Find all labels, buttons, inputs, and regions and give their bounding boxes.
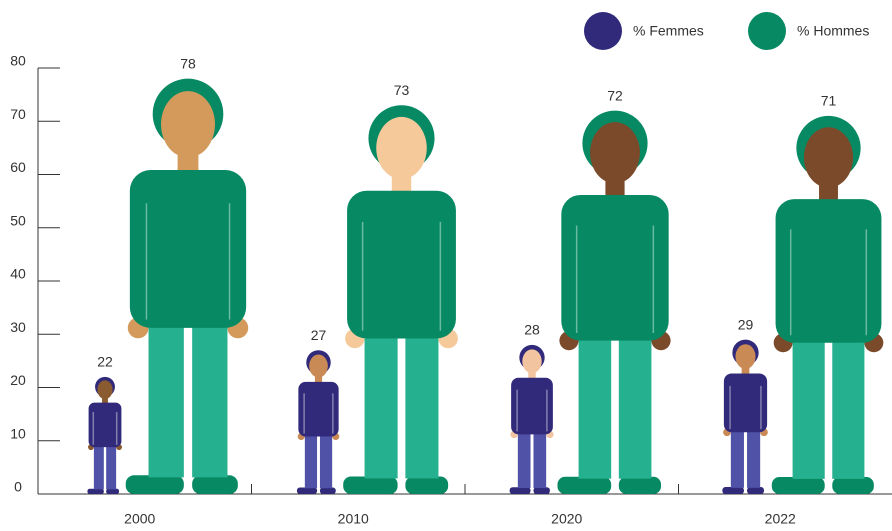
figure-part [309, 354, 328, 378]
figure-part [730, 426, 744, 488]
figure-femme [296, 350, 340, 494]
figure-part [832, 327, 865, 479]
figure-part [405, 476, 449, 494]
figure-part [161, 91, 215, 158]
figure-part [803, 127, 854, 188]
figure-part [298, 381, 339, 437]
value-label: 28 [524, 322, 540, 338]
figure-part [771, 476, 825, 494]
figure-homme [343, 105, 458, 494]
figure-part [509, 487, 531, 494]
figure-part [533, 428, 547, 489]
figure-homme [125, 78, 249, 494]
y-tick-label: 50 [10, 212, 26, 228]
figure-part [343, 476, 398, 494]
figure-part [735, 344, 756, 369]
figure-femme [722, 339, 768, 494]
figure-part [511, 377, 553, 435]
figure-part [741, 365, 750, 377]
figure-part [590, 122, 640, 184]
y-tick-label: 10 [10, 425, 26, 441]
value-label: 29 [738, 316, 754, 332]
figure-part [102, 396, 108, 405]
value-label: 71 [821, 93, 837, 109]
legend-swatch [584, 12, 622, 50]
x-tick-label: 2020 [551, 511, 582, 527]
value-label: 73 [394, 82, 410, 98]
x-tick-label: 2000 [124, 511, 155, 527]
figure-part [723, 373, 768, 433]
legend-label: % Femmes [633, 23, 704, 39]
figure-part [106, 442, 117, 490]
figure-part [618, 325, 652, 479]
figure-part [347, 190, 456, 339]
value-label: 22 [97, 354, 113, 370]
figure-part [561, 194, 669, 341]
figure-part [557, 476, 612, 494]
figure-part [792, 327, 825, 479]
x-tick-label: 2010 [338, 511, 369, 527]
figure-femme [87, 376, 122, 494]
value-label: 72 [607, 87, 623, 103]
figure-part [747, 487, 765, 494]
figure-part [522, 349, 542, 374]
figure-part [747, 426, 761, 488]
figure-part [93, 442, 104, 490]
figure-part [192, 311, 228, 478]
figure-part [129, 170, 247, 328]
figure-femme [509, 344, 554, 494]
figure-part [88, 402, 122, 448]
figure-part [192, 475, 238, 494]
y-tick-label: 20 [10, 372, 26, 388]
y-tick-label: 30 [10, 319, 26, 335]
figure-part [405, 322, 439, 479]
figure-part [148, 311, 184, 478]
figure-part [314, 374, 323, 385]
y-tick-label: 80 [10, 53, 26, 69]
figure-part [97, 380, 113, 400]
y-tick-label: 60 [10, 159, 26, 175]
figure-part [578, 325, 612, 479]
figure-part [296, 487, 318, 494]
figure-part [618, 476, 662, 494]
legend-label: % Hommes [797, 23, 869, 39]
value-label: 78 [180, 55, 196, 71]
figure-part [364, 322, 398, 479]
y-tick-label: 40 [10, 266, 26, 282]
figure-part [106, 488, 120, 494]
figure-part [528, 370, 536, 381]
figure-part [125, 475, 184, 494]
x-tick-label: 2022 [765, 511, 796, 527]
figure-part [376, 116, 427, 180]
figure-part [319, 430, 333, 489]
figure-part [832, 476, 874, 494]
figure-part [517, 428, 531, 489]
figure-part [533, 487, 550, 494]
figure-homme [557, 110, 671, 494]
legend-swatch [748, 12, 786, 50]
figure-part [304, 430, 318, 489]
y-tick-label: 0 [14, 479, 22, 495]
figure-part [775, 199, 882, 343]
figure-part [87, 488, 104, 494]
figure-part [319, 487, 336, 494]
figure-part [722, 487, 744, 494]
value-label: 27 [311, 327, 327, 343]
figure-homme [771, 115, 884, 494]
y-tick-label: 70 [10, 106, 26, 122]
